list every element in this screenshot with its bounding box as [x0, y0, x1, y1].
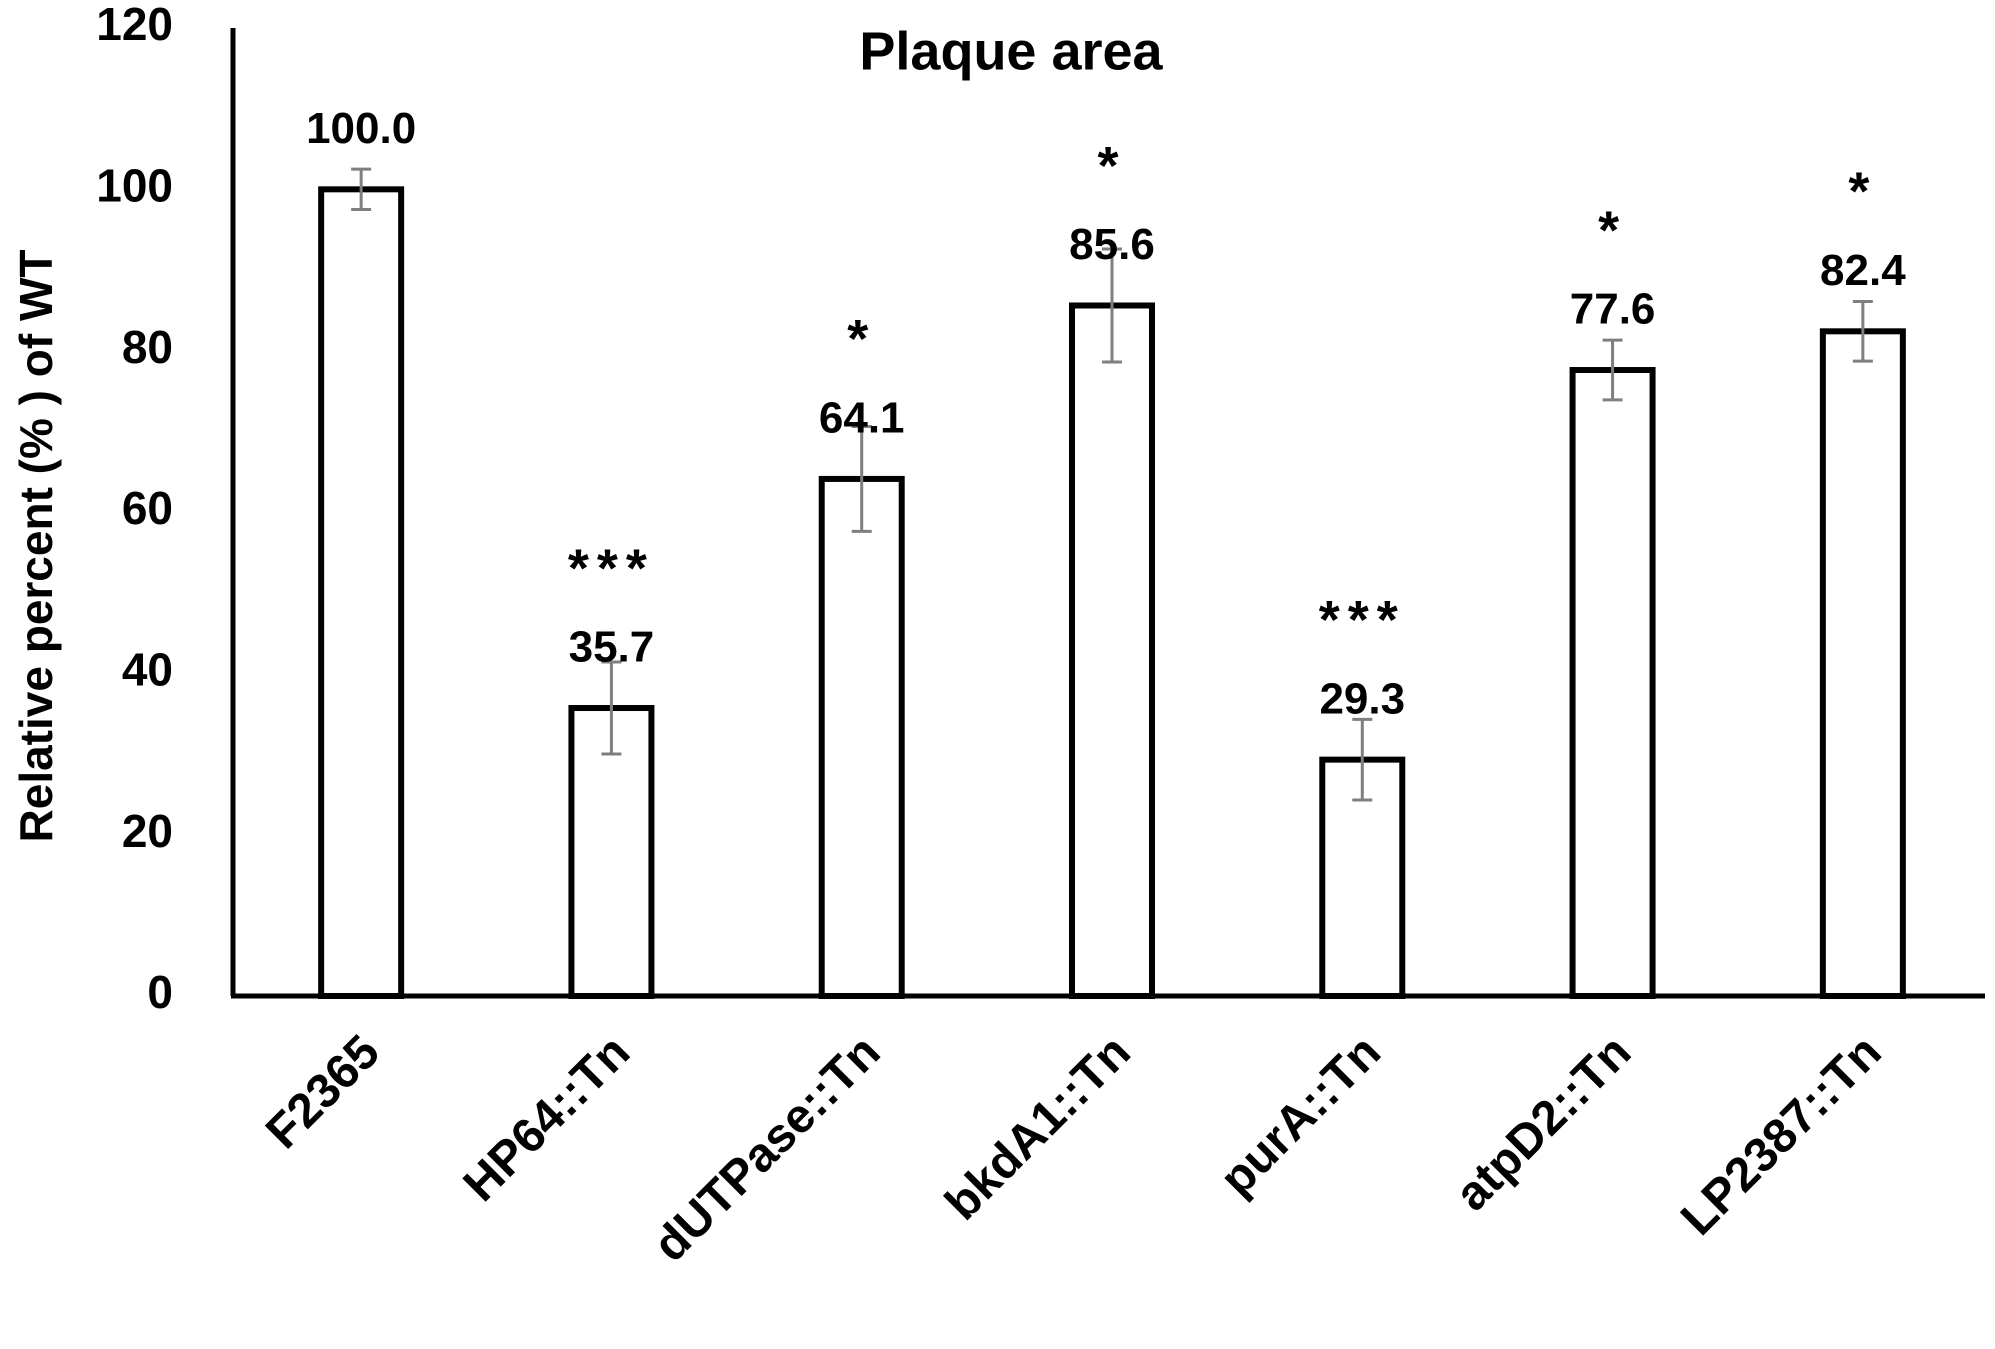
chart-title: Plaque area — [859, 21, 1163, 81]
significance-label: *** — [1319, 590, 1406, 650]
significance-label: * — [847, 309, 876, 369]
y-axis-label: Relative percent (% ) of WT — [10, 250, 62, 843]
error-bar — [1602, 338, 1623, 402]
bar — [318, 186, 405, 1000]
error-bar — [1102, 247, 1122, 364]
x-tick-label: purA::Tn — [1210, 1025, 1391, 1206]
significance-label: * — [1598, 200, 1627, 260]
bar — [1819, 328, 1906, 1000]
significance-label: *** — [568, 538, 655, 598]
error-bar — [1852, 299, 1873, 363]
value-label: 77.6 — [1570, 285, 1656, 334]
y-tick-label: 80 — [122, 321, 173, 373]
x-tick-label: F2365 — [256, 1025, 390, 1159]
x-tick-label: HP64::Tn — [454, 1025, 640, 1211]
value-label: 64.1 — [819, 394, 905, 443]
error-bar — [851, 424, 872, 533]
y-tick-label: 120 — [96, 0, 173, 50]
significance-label: * — [1097, 136, 1126, 196]
value-label: 29.3 — [1319, 674, 1405, 723]
value-label: 35.7 — [569, 623, 655, 672]
value-label: 82.4 — [1820, 246, 1906, 295]
x-tick-label: LP2387::Tn — [1671, 1025, 1891, 1245]
y-tick-label: 20 — [122, 805, 173, 857]
x-tick-label: bkdA1::Tn — [935, 1025, 1140, 1230]
significance-label: * — [1848, 162, 1877, 222]
value-label: 85.6 — [1069, 220, 1155, 269]
y-tick-label: 0 — [147, 966, 173, 1018]
x-tick-label: atpD2::Tn — [1445, 1025, 1641, 1221]
bar — [1569, 367, 1656, 999]
x-tick-label: dUTPase::Tn — [644, 1025, 891, 1272]
y-tick-label: 60 — [122, 482, 173, 534]
error-bar — [1352, 717, 1373, 802]
bar — [568, 705, 655, 1000]
value-label: 100.0 — [306, 104, 416, 153]
y-tick-label: 40 — [122, 643, 173, 695]
bar — [818, 475, 905, 999]
y-tick-label: 100 — [96, 159, 173, 211]
bar — [1069, 302, 1155, 999]
error-bar — [351, 167, 372, 211]
error-bar — [601, 660, 622, 756]
